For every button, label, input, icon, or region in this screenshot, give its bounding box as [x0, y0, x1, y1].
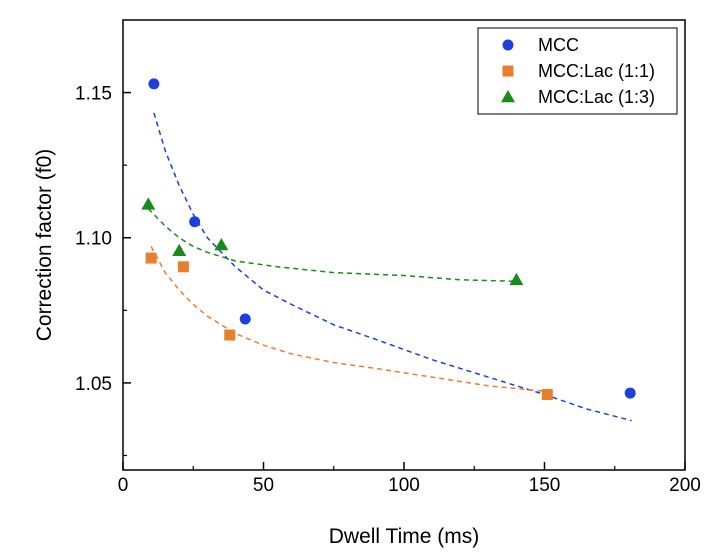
legend-marker: [502, 39, 514, 51]
y-tick-label: 1.10: [75, 229, 112, 250]
data-point: [148, 78, 160, 90]
data-point: [189, 216, 201, 228]
x-tick-label: 100: [388, 475, 420, 496]
legend-label: MCC: [538, 35, 579, 55]
data-point: [214, 238, 229, 251]
legend-marker: [502, 65, 514, 77]
fit-line: [147, 208, 517, 283]
legend: MCC MCC:Lac (1:1) MCC:Lac (1:3): [477, 27, 678, 115]
data-point: [172, 243, 187, 257]
y-tick-label: 1.05: [75, 374, 112, 395]
data-point: [224, 329, 236, 341]
data-point: [145, 252, 157, 264]
data-point: [624, 387, 636, 399]
legend-marker: [501, 90, 515, 103]
legend-label: MCC:Lac (1:1): [538, 61, 655, 81]
fit-line: [153, 112, 632, 422]
x-tick-label: 0: [118, 475, 129, 496]
x-axis-title: Dwell Time (ms): [329, 525, 480, 548]
x-tick-label: 50: [253, 475, 274, 496]
y-tick-label: 1.15: [75, 84, 112, 105]
y-axis-title: Correction factor (f0): [33, 149, 56, 342]
legend-label: MCC:Lac (1:3): [538, 87, 655, 107]
data-point: [177, 261, 189, 273]
data-point: [141, 197, 156, 210]
data-point: [509, 272, 524, 286]
x-tick-label: 150: [529, 475, 561, 496]
x-tick-label: 200: [669, 475, 701, 496]
plot-area: 0 50 100 150 200 1.05 1.10 1.15: [75, 19, 701, 496]
data-point: [541, 389, 553, 401]
data-point: [239, 313, 251, 325]
fit-line: [150, 246, 548, 393]
